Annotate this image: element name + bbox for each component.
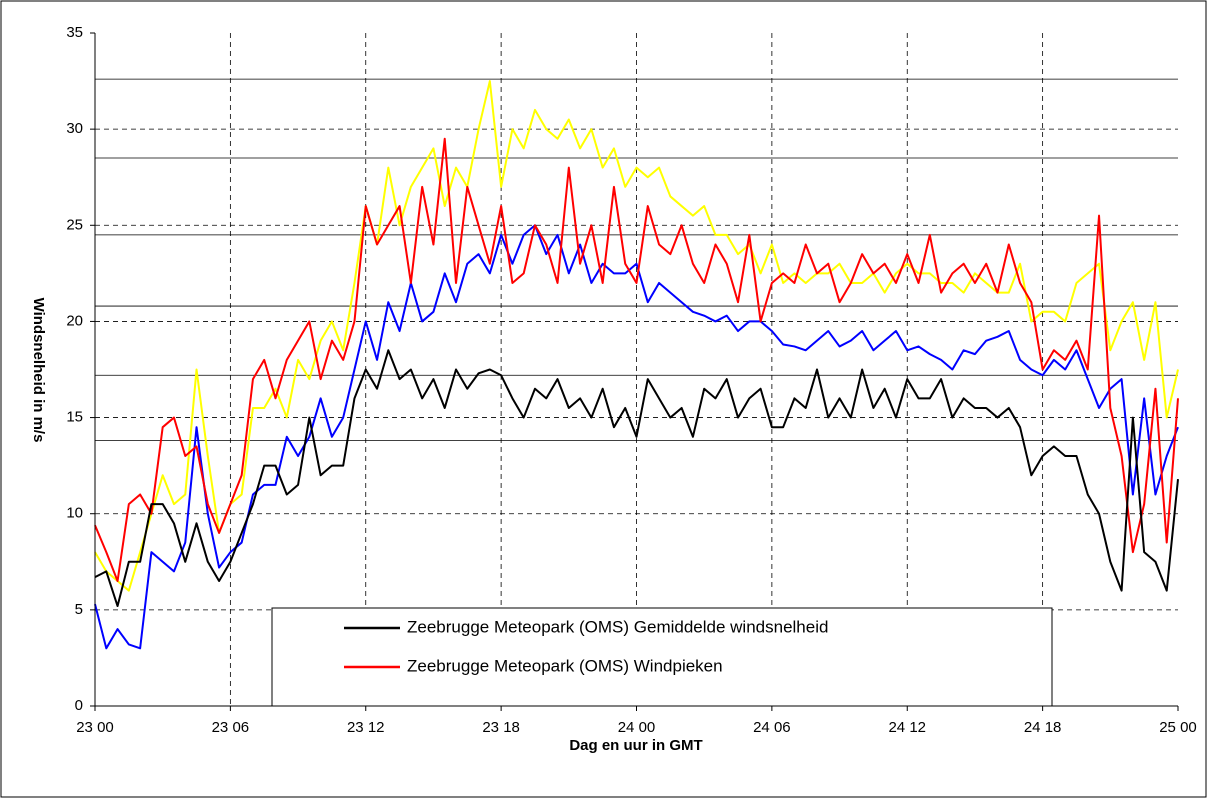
y-tick-label: 25: [66, 216, 83, 233]
series-line: [94, 224, 1179, 650]
x-tick-label: 23 18: [482, 719, 520, 736]
x-tick-label: 24 06: [753, 719, 791, 736]
x-tick-label: 23 00: [76, 719, 114, 736]
y-axis-label: Windsnelheid in m/s: [30, 298, 47, 443]
y-tick-label: 5: [75, 601, 83, 618]
x-tick-label: 24 18: [1024, 719, 1062, 736]
legend-label: Zeebrugge Meteopark (OMS) Gemiddelde win…: [407, 617, 828, 636]
y-tick-label: 0: [75, 697, 83, 714]
x-tick-label: 25 00: [1159, 719, 1197, 736]
series-line: [94, 137, 1179, 583]
x-tick-label: 24 12: [888, 719, 926, 736]
x-tick-label: 24 00: [618, 719, 656, 736]
series-line: [94, 349, 1179, 608]
y-tick-label: 20: [66, 312, 83, 329]
x-tick-label: 23 12: [347, 719, 385, 736]
y-tick-label: 15: [66, 409, 83, 426]
x-axis-label: Dag en uur in GMT: [569, 737, 702, 754]
x-tick-label: 23 06: [212, 719, 250, 736]
y-tick-label: 35: [66, 24, 83, 41]
y-tick-label: 30: [66, 120, 83, 137]
y-tick-label: 10: [66, 505, 83, 522]
legend-box: [271, 607, 1053, 707]
legend-label: Zeebrugge Meteopark (OMS) Windpieken: [407, 656, 723, 675]
